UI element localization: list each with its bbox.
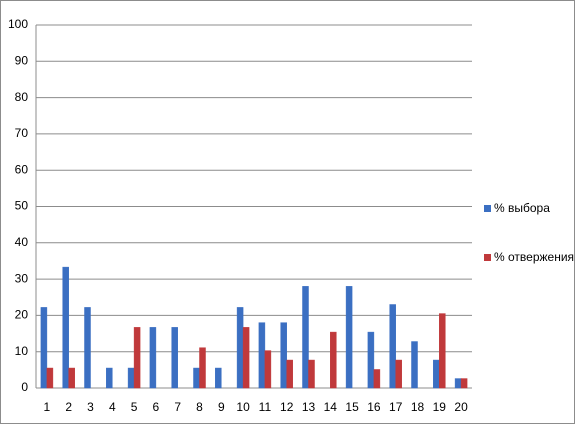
bar: [373, 369, 381, 389]
bar: [367, 331, 375, 389]
bar: [215, 367, 222, 389]
x-tick-label: 20: [454, 400, 468, 414]
y-tick-label: 60: [15, 162, 29, 176]
x-tick-label: 14: [324, 400, 338, 414]
x-tick-label: 5: [131, 400, 138, 414]
x-tick-label: 2: [65, 400, 72, 414]
bar: [308, 359, 315, 389]
x-tick-label: 1: [44, 400, 51, 414]
x-tick-label: 9: [218, 400, 225, 414]
bar: [439, 313, 446, 389]
bar: [433, 359, 440, 389]
x-tick-label: 6: [153, 400, 160, 414]
bar: [460, 378, 468, 389]
x-tick-label: 19: [433, 400, 447, 414]
x-tick-label: 13: [302, 400, 316, 414]
bar: [411, 341, 418, 389]
x-tick-label: 17: [389, 400, 403, 414]
legend-label: % выбора: [494, 201, 550, 215]
bar: [302, 286, 309, 389]
y-tick-label: 30: [15, 271, 29, 285]
y-tick-label: 40: [15, 235, 29, 249]
legend-label: % отвержения: [494, 250, 574, 264]
bar: [242, 327, 250, 389]
legend-marker: [484, 254, 491, 261]
bar: [127, 367, 135, 389]
x-tick-label: 18: [411, 400, 425, 414]
bar: [395, 359, 402, 389]
legend-marker: [484, 205, 491, 212]
x-tick-label: 3: [87, 400, 94, 414]
bar: [236, 307, 244, 389]
y-tick-label: 90: [15, 53, 29, 67]
x-tick-label: 15: [345, 400, 359, 414]
x-tick-label: 10: [236, 400, 250, 414]
bar: [264, 350, 272, 389]
y-tick-label: 70: [15, 126, 29, 140]
bar: [149, 327, 157, 389]
bar: [133, 327, 141, 389]
bar: [106, 367, 113, 389]
bar: [46, 367, 54, 389]
x-tick-label: 16: [367, 400, 381, 414]
x-tick-label: 4: [109, 400, 116, 414]
bar: [84, 307, 91, 389]
bar: [330, 331, 337, 389]
x-tick-label: 11: [259, 400, 272, 414]
x-tick-label: 12: [280, 400, 294, 414]
y-tick-label: 80: [15, 90, 29, 104]
bar: [389, 304, 396, 389]
bar: [280, 322, 287, 389]
bar: [345, 286, 353, 389]
bar: [199, 347, 206, 389]
bar: [193, 367, 200, 389]
y-tick-label: 10: [15, 344, 29, 358]
y-tick-label: 100: [8, 17, 28, 31]
y-tick-label: 0: [21, 380, 28, 394]
bar: [40, 307, 48, 389]
bar: [68, 367, 75, 389]
bar: [171, 327, 178, 389]
y-tick-label: 50: [15, 199, 29, 213]
x-tick-label: 7: [174, 400, 181, 414]
x-tick-label: 8: [196, 400, 203, 414]
bar: [258, 322, 266, 389]
y-tick-label: 20: [15, 308, 29, 322]
bar: [62, 266, 69, 389]
bar: [454, 378, 462, 389]
bar: [286, 359, 293, 389]
